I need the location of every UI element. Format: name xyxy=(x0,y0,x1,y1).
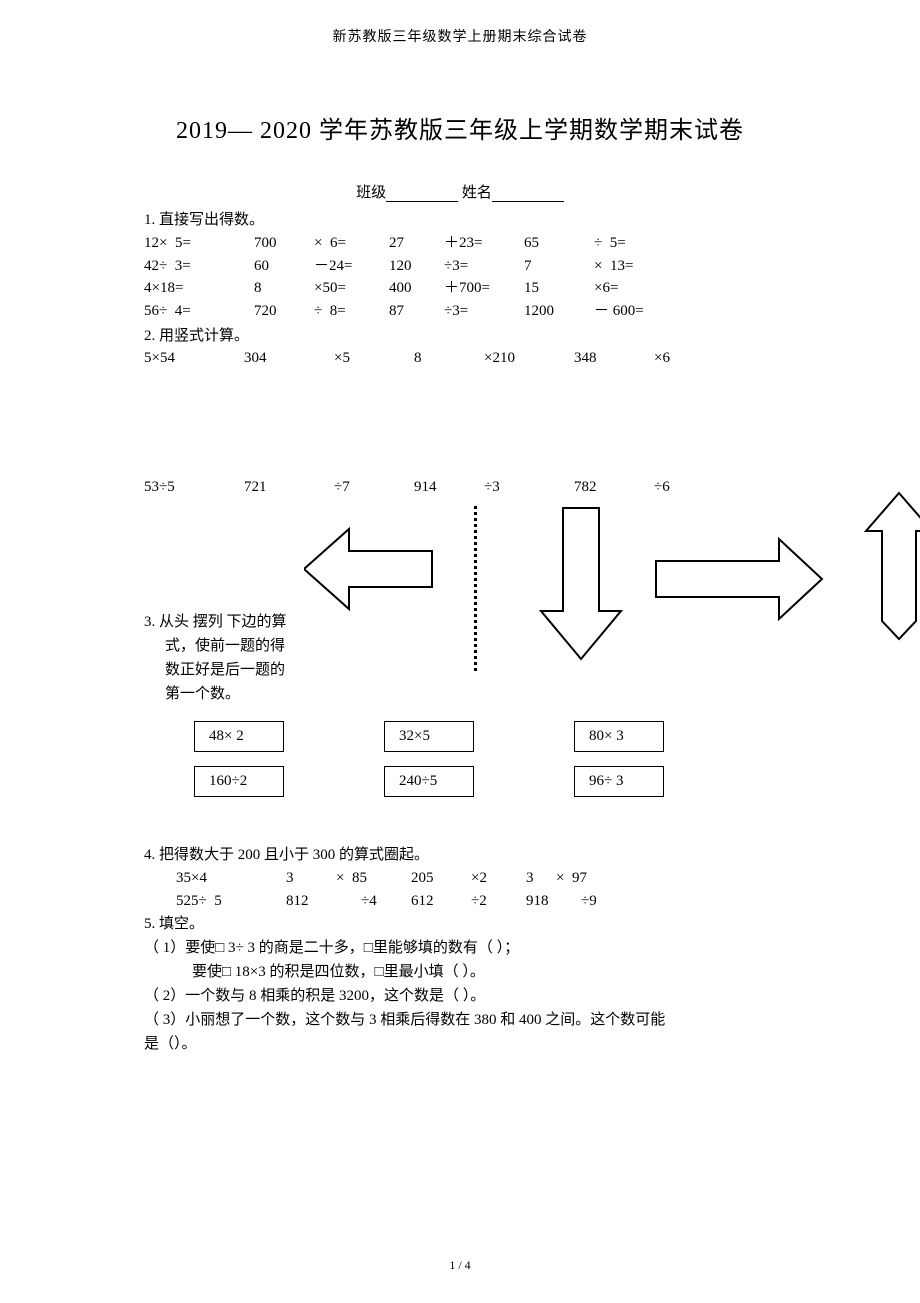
page-header: 新苏教版三年级数学上册期末综合试卷 xyxy=(0,0,920,46)
name-label: 姓名 xyxy=(462,185,492,201)
arrow-right-icon xyxy=(654,534,824,624)
arrow-down-icon xyxy=(536,506,626,661)
expr-box: 80× 3 xyxy=(574,721,664,752)
expr-box: 160÷2 xyxy=(194,766,284,797)
exam-title: 2019— 2020 学年苏教版三年级上学期数学期末试卷 xyxy=(144,110,776,145)
class-label: 班级 xyxy=(356,185,386,201)
q3-box-row-1: 48× 2 32×5 80× 3 xyxy=(194,721,776,752)
expr-box: 240÷5 xyxy=(384,766,474,797)
q5-item: （ 2）一个数与 8 相乘的积是 3200，这个数是（ ）。 xyxy=(144,984,776,1008)
q4-row: 35×4 3 × 85 205 ×2 3 × 97 xyxy=(176,867,776,890)
q1-row: 42÷ 3= 60 －24= 120 ÷3= 7 × 13= xyxy=(144,255,776,278)
page-footer: 1 / 4 xyxy=(0,1258,920,1273)
q4-label: 4. 把得数大于 200 且小于 300 的算式圈起。 xyxy=(144,843,776,867)
q3-label: 3. 从头 摆列 下边的算式，使前一题的得数正好是后一题的第一个数。 xyxy=(144,610,299,706)
arrow-up-icon xyxy=(864,491,920,641)
q1-row: 4×18= 8 ×50= 400 ＋700= 15 ×6= xyxy=(144,277,776,300)
q4-row: 525÷ 5 812 ÷4 612 ÷2 918 ÷9 xyxy=(176,890,776,913)
name-blank xyxy=(492,188,564,202)
q1-rows: 12× 5= 700 × 6= 27 ＋23= 65 ÷ 5= 42÷ 3= 6… xyxy=(144,232,776,322)
arrow-left-icon xyxy=(304,524,434,614)
q5-item: （ 1）要使□ 3÷ 3 的商是二十多，□里能够填的数有（ ）； xyxy=(144,936,776,960)
q5-items: （ 1）要使□ 3÷ 3 的商是二十多，□里能够填的数有（ ）； 要使□ 18×… xyxy=(144,936,776,1056)
expr-box: 96÷ 3 xyxy=(574,766,664,797)
q1-label: 1. 直接写出得数。 xyxy=(144,208,776,232)
q1-row: 56÷ 4= 720 ÷ 8= 87 ÷3= 1200 － 600= xyxy=(144,300,776,323)
expr-box: 48× 2 xyxy=(194,721,284,752)
q2-row1: 5×54 304 ×5 8 ×210 348 ×6 xyxy=(144,350,776,367)
main-content: 2019— 2020 学年苏教版三年级上学期数学期末试卷 班级 姓名 1. 直接… xyxy=(0,110,920,1056)
q2-label: 2. 用竖式计算。 xyxy=(144,324,776,348)
q1-row: 12× 5= 700 × 6= 27 ＋23= 65 ÷ 5= xyxy=(144,232,776,255)
class-blank xyxy=(386,188,458,202)
q3-box-row-2: 160÷2 240÷5 96÷ 3 xyxy=(194,766,776,797)
student-info-line: 班级 姓名 xyxy=(144,181,776,202)
q4-grid: 35×4 3 × 85 205 ×2 3 × 97 525÷ 5 812 ÷4 … xyxy=(176,867,776,912)
expr-box: 32×5 xyxy=(384,721,474,752)
q5-item: 要使□ 18×3 的积是四位数，□里最小填（ ）。 xyxy=(144,960,776,984)
q5-label: 5. 填空。 xyxy=(144,912,776,936)
q5-item: 是（）。 xyxy=(144,1032,776,1056)
q2-row2: 53÷5 721 ÷7 914 ÷3 782 ÷6 xyxy=(144,479,776,496)
dashed-vertical-line xyxy=(474,506,477,671)
q5-item: （ 3）小丽想了一个数，这个数与 3 相乘后得数在 380 和 400 之间。这… xyxy=(144,1008,776,1032)
arrows-area: 3. 从头 摆列 下边的算式，使前一题的得数正好是后一题的第一个数。 xyxy=(144,506,776,686)
